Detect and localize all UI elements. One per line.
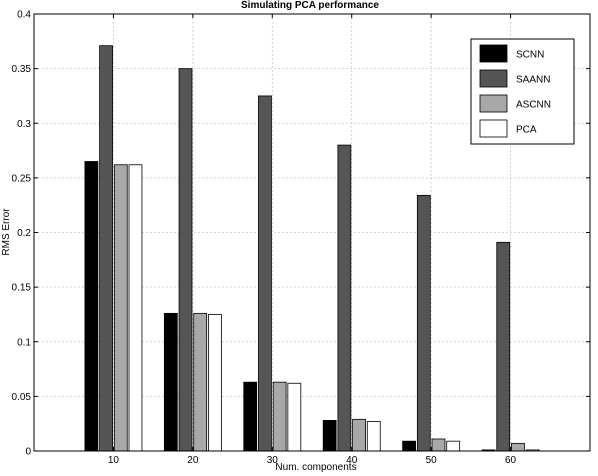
legend-swatch [479,94,508,113]
bar-saann-40 [337,144,352,452]
x-tick-label: 30 [267,455,279,466]
y-tick-label: 0.4 [17,10,31,21]
bar-pca-40 [366,421,381,452]
x-tick-label: 10 [108,455,120,466]
x-tick-label: 60 [505,455,517,466]
x-tick-label: 40 [346,455,358,466]
bar-scnn-40 [322,420,337,452]
y-axis-label: RMS Error [1,208,12,256]
x-tick-label: 50 [426,455,438,466]
bar-pca-30 [287,382,302,452]
y-tick-label: 0.3 [17,119,31,130]
y-tick-label: 0.35 [12,64,32,75]
y-tick-label: 0.05 [12,392,32,403]
x-axis-label: Num. components [275,462,356,473]
y-tick-label: 0.2 [17,228,31,239]
bar-pca-20 [208,314,222,452]
bar-scnn-30 [243,381,258,452]
bar-ascnn-60 [511,442,525,452]
y-tick-label: 0.1 [17,337,31,348]
bar-scnn-10 [84,161,99,452]
legend: SCNN SAANN ASCNN PCA [470,38,575,145]
bar-scnn-50 [402,440,416,452]
bar-saann-50 [416,194,431,452]
legend-label: PCA [516,125,537,136]
legend-label: ASCNN [516,100,551,111]
bar-ascnn-30 [272,381,287,452]
bar-pca-50 [446,440,461,452]
bar-saann-10 [99,45,113,452]
bar-saann-30 [258,95,272,452]
legend-swatch [479,119,508,138]
bar-ascnn-50 [431,438,446,452]
bar-saann-20 [178,68,193,452]
x-tick-label: 20 [187,455,199,466]
y-tick-label: 0.25 [12,173,32,184]
bar-scnn-20 [163,312,178,452]
bar-ascnn-10 [113,164,128,452]
legend-swatch [479,69,508,88]
legend-label: SAANN [516,75,550,86]
legend-label: SCNN [516,50,544,61]
bar-ascnn-20 [193,312,208,452]
bar-ascnn-40 [352,418,366,452]
bars [84,45,540,452]
y-tick-label: 0 [25,447,31,458]
bar-pca-10 [128,164,143,452]
legend-swatch [479,44,508,63]
chart-title: Simulating PCA performance [241,0,379,11]
y-tick-label: 0.15 [12,283,32,294]
bar-saann-60 [496,241,511,452]
axis-ticks: 0 0.05 0.1 0.15 0.2 0.25 0.3 0.35 0.4 10 20 30 40 50 6… [12,10,590,466]
